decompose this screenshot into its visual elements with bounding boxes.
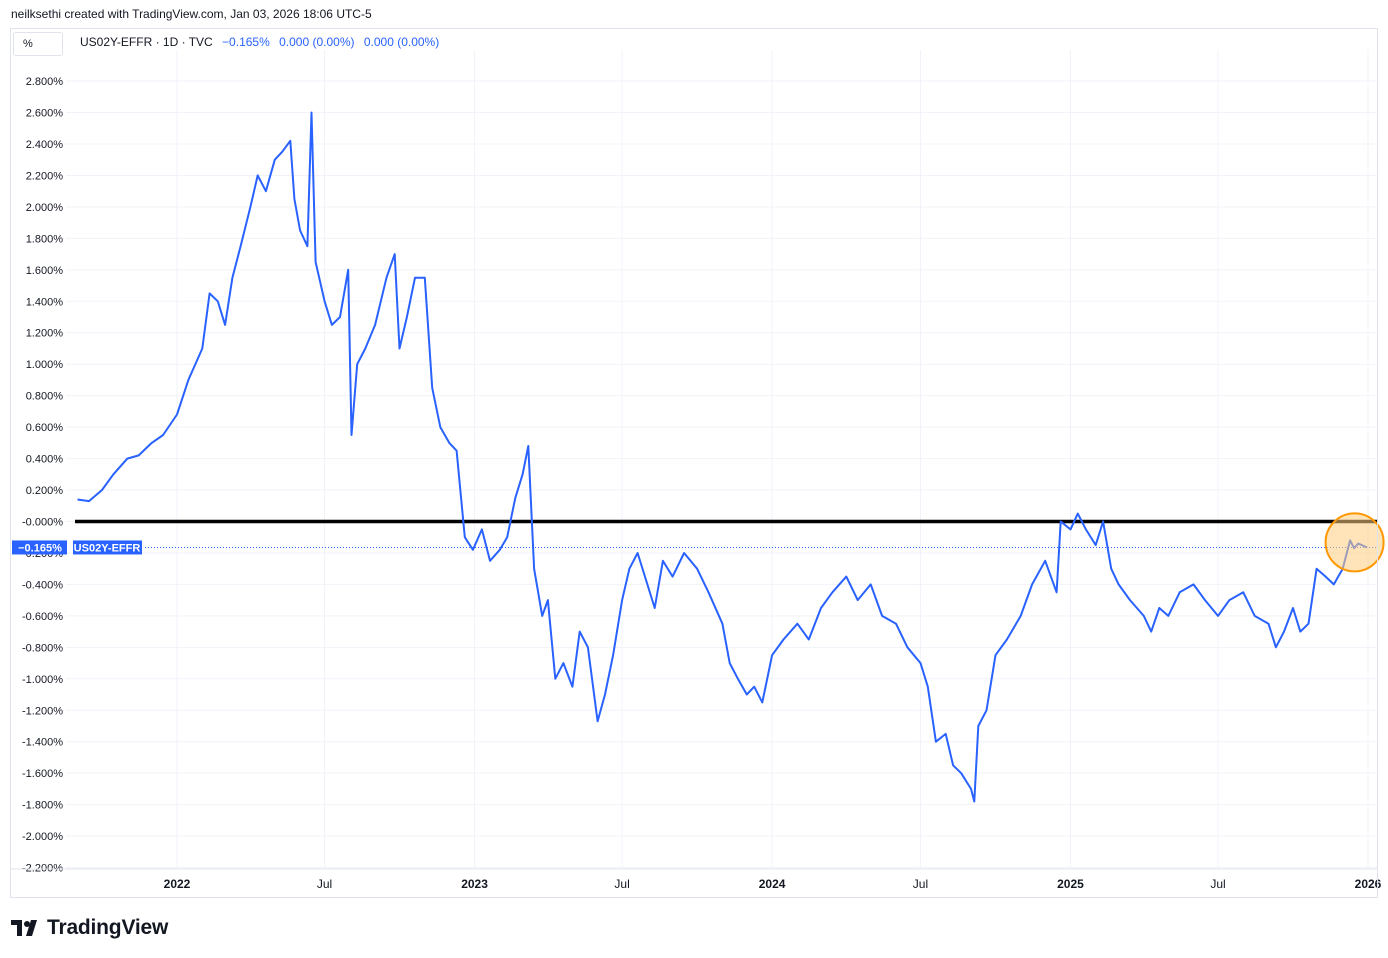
y-tick-label: 0.200% <box>26 485 64 497</box>
y-tick-label: -1.200% <box>22 705 63 717</box>
y-tick-label: -1.800% <box>22 800 63 812</box>
y-tick-label: -1.400% <box>22 737 63 749</box>
series-legend[interactable]: US02Y-EFFR · 1D · TVC −0.165% 0.000 (0.0… <box>80 35 439 49</box>
y-tick-label: 2.600% <box>26 108 64 120</box>
tradingview-brand: TradingView <box>47 916 169 939</box>
x-tick-label: Jul <box>913 877 928 891</box>
y-tick-label: 0.600% <box>26 422 64 434</box>
y-tick-label: 1.600% <box>26 265 64 277</box>
y-tick-label: -0.400% <box>22 579 63 591</box>
y-tick-label: 2.400% <box>26 139 64 151</box>
y-tick-label: 1.800% <box>26 233 64 245</box>
x-tick-label: 2025 <box>1057 877 1084 891</box>
price-tag-series-bg <box>73 540 142 555</box>
legend-change-2: 0.000 (0.00%) <box>363 35 440 49</box>
price-tag-value-bg <box>12 540 67 555</box>
y-tick-label: -1.600% <box>22 768 63 780</box>
y-tick-label: -0.800% <box>22 642 63 654</box>
y-tick-label: -0.600% <box>22 611 63 623</box>
y-tick-label: 0.800% <box>26 391 64 403</box>
x-tick-label: 2026 <box>1355 877 1382 891</box>
y-tick-label: 0.400% <box>26 454 64 466</box>
price-tag-value: −0.165% <box>18 542 62 554</box>
x-tick-label: Jul <box>1210 877 1225 891</box>
highlight-circle-marker[interactable] <box>1324 512 1385 573</box>
y-tick-label: 2.200% <box>26 170 64 182</box>
y-tick-label: 1.400% <box>26 296 64 308</box>
percent-scale-button[interactable]: % <box>13 32 63 56</box>
y-tick-label: -2.000% <box>22 831 63 843</box>
x-tick-label: Jul <box>614 877 629 891</box>
legend-change: 0.000 (0.00%) <box>279 35 355 49</box>
x-tick-label: 2024 <box>759 877 786 891</box>
price-tag-series: US02Y-EFFR <box>74 542 141 554</box>
legend-symbol: US02Y-EFFR · 1D · TVC <box>80 35 213 49</box>
tradingview-logo[interactable]: TradingView <box>11 916 168 940</box>
y-tick-label: 2.800% <box>26 76 64 88</box>
legend-last-value: −0.165% <box>222 35 270 49</box>
y-tick-label: 1.200% <box>26 328 64 340</box>
tradingview-logo-icon <box>11 920 37 936</box>
y-tick-label: -0.000% <box>22 517 63 529</box>
x-tick-label: 2022 <box>164 877 191 891</box>
y-tick-label: -1.000% <box>22 674 63 686</box>
y-tick-label: 1.000% <box>26 359 64 371</box>
x-tick-label: 2023 <box>461 877 488 891</box>
series-line-us02y-effr[interactable] <box>77 111 1368 803</box>
creator-text: neilksethi created with TradingView.com,… <box>11 7 372 21</box>
y-tick-label: 2.000% <box>26 202 64 214</box>
x-tick-label: Jul <box>317 877 332 891</box>
